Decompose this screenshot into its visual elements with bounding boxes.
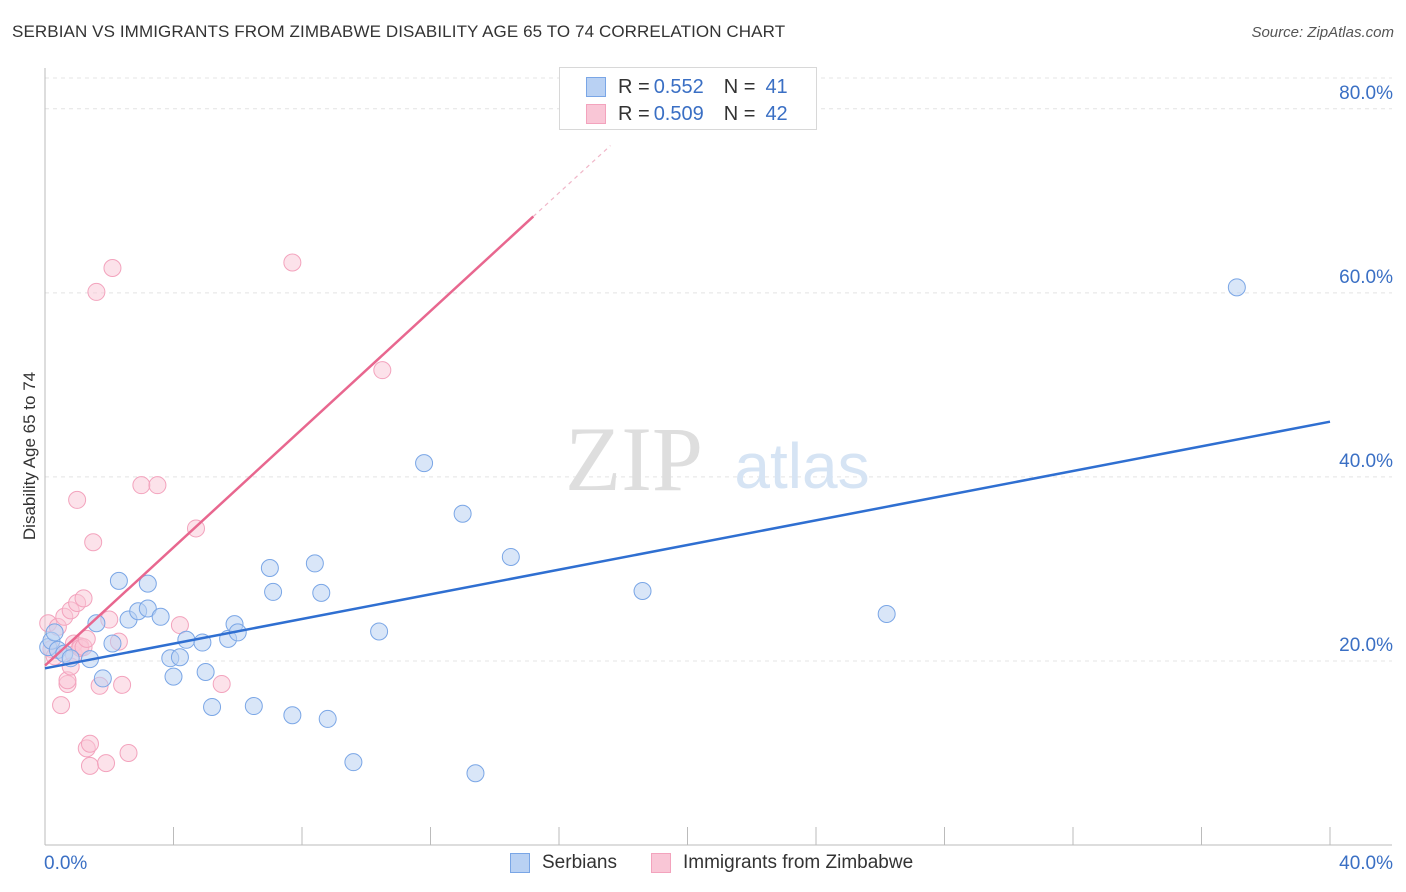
zimbabwe-point xyxy=(74,589,93,608)
zimbabwe-trend-extension xyxy=(532,145,611,217)
serbian-point xyxy=(264,582,283,601)
serbian-point xyxy=(633,582,652,601)
zimbabwe-point xyxy=(119,743,138,762)
zimbabwe-trend-line xyxy=(44,215,535,667)
bottom-legend-swatch-zimbabwe xyxy=(651,853,671,873)
points-layer xyxy=(39,253,1246,783)
zimbabwe-point xyxy=(68,490,87,509)
zimbabwe-point xyxy=(52,696,71,715)
serbian-point xyxy=(138,574,157,593)
tick-labels: 20.0% 40.0% 60.0% 80.0% 0.0% 40.0% xyxy=(44,83,1393,874)
zimbabwe-point xyxy=(84,533,103,552)
serbian-point xyxy=(415,454,434,473)
bottom-legend-label-serbians: Serbians xyxy=(542,852,617,873)
zimbabwe-point xyxy=(80,756,99,775)
zimbabwe-point xyxy=(87,282,106,301)
x-tick-label-max: 40.0% xyxy=(1339,853,1393,874)
zimbabwe-point xyxy=(80,734,99,753)
bottom-legend: Serbians Immigrants from Zimbabwe xyxy=(0,852,1406,878)
chart-title: SERBIAN VS IMMIGRANTS FROM ZIMBABWE DISA… xyxy=(12,22,786,41)
bottom-legend-label-zimbabwe: Immigrants from Zimbabwe xyxy=(683,852,914,873)
y-tick-label: 20.0% xyxy=(1339,635,1393,656)
legend-n-value: 41 xyxy=(765,75,788,98)
zimbabwe-point xyxy=(97,754,116,773)
bottom-legend-serbians[interactable]: Serbians xyxy=(510,852,617,874)
serbian-point xyxy=(1227,278,1246,297)
serbian-point xyxy=(87,614,106,633)
serbian-point xyxy=(196,662,215,681)
axis-layer xyxy=(44,68,1392,846)
serbians-trend-line xyxy=(44,420,1331,670)
zimbabwe-point xyxy=(212,674,231,693)
watermark-zip: ZIP xyxy=(565,408,703,510)
zimbabwe-point xyxy=(373,361,392,380)
bottom-legend-swatch-serbians xyxy=(510,853,530,873)
grid-layer xyxy=(45,77,1392,662)
zimbabwe-point xyxy=(148,476,167,495)
y-tick-label: 80.0% xyxy=(1339,83,1393,104)
zimbabwe-point xyxy=(113,675,132,694)
serbian-point xyxy=(93,669,112,688)
bottom-legend-zimbabwe[interactable]: Immigrants from Zimbabwe xyxy=(651,852,913,874)
zimbabwe-point xyxy=(132,476,151,495)
legend-box: R = 0.552 N = 41 R = 0.509 N = 42 xyxy=(559,67,817,130)
serbian-point xyxy=(203,697,222,716)
legend-n-label: N = xyxy=(723,102,756,125)
legend-r-label: R = xyxy=(618,102,650,125)
serbian-point xyxy=(170,648,189,667)
y-tick-label: 40.0% xyxy=(1339,451,1393,472)
y-axis-label: Disability Age 65 to 74 xyxy=(20,371,39,541)
serbian-point xyxy=(305,554,324,573)
zimbabwe-point xyxy=(283,253,302,272)
serbian-point xyxy=(283,706,302,725)
serbian-point xyxy=(138,599,157,618)
serbian-point xyxy=(453,504,472,523)
serbian-point xyxy=(103,634,122,653)
legend-row-serbians: R = 0.552 N = 41 xyxy=(586,75,788,99)
legend-swatch-zimbabwe xyxy=(586,104,606,124)
serbian-point xyxy=(151,607,170,626)
source-label: Source: ZipAtlas.com xyxy=(1251,24,1394,41)
y-tick-label: 60.0% xyxy=(1339,267,1393,288)
serbian-point xyxy=(877,605,896,624)
serbian-point xyxy=(318,709,337,728)
legend-r-label: R = xyxy=(618,75,650,98)
legend-swatch-serbians xyxy=(586,77,606,97)
serbian-point xyxy=(260,559,279,578)
zimbabwe-point xyxy=(103,259,122,278)
watermark-atlas: atlas xyxy=(734,430,869,502)
serbian-point xyxy=(164,667,183,686)
serbian-point xyxy=(344,753,363,772)
serbian-point xyxy=(501,547,520,566)
legend-r-value: 0.552 xyxy=(653,75,704,98)
legend-n-label: N = xyxy=(723,75,756,98)
serbian-point xyxy=(466,764,485,783)
zimbabwe-point xyxy=(77,629,96,648)
serbian-point xyxy=(45,623,64,642)
serbian-point xyxy=(312,583,331,602)
serbian-point xyxy=(244,697,263,716)
serbian-point xyxy=(370,622,389,641)
x-tick-label-min: 0.0% xyxy=(44,853,87,874)
watermark: ZIP atlas xyxy=(565,408,870,510)
legend-n-value: 42 xyxy=(765,102,788,125)
trend-layer xyxy=(44,145,1331,670)
legend-row-zimbabwe: R = 0.509 N = 42 xyxy=(586,102,788,126)
serbian-point xyxy=(109,571,128,590)
legend-r-value: 0.509 xyxy=(653,102,704,125)
